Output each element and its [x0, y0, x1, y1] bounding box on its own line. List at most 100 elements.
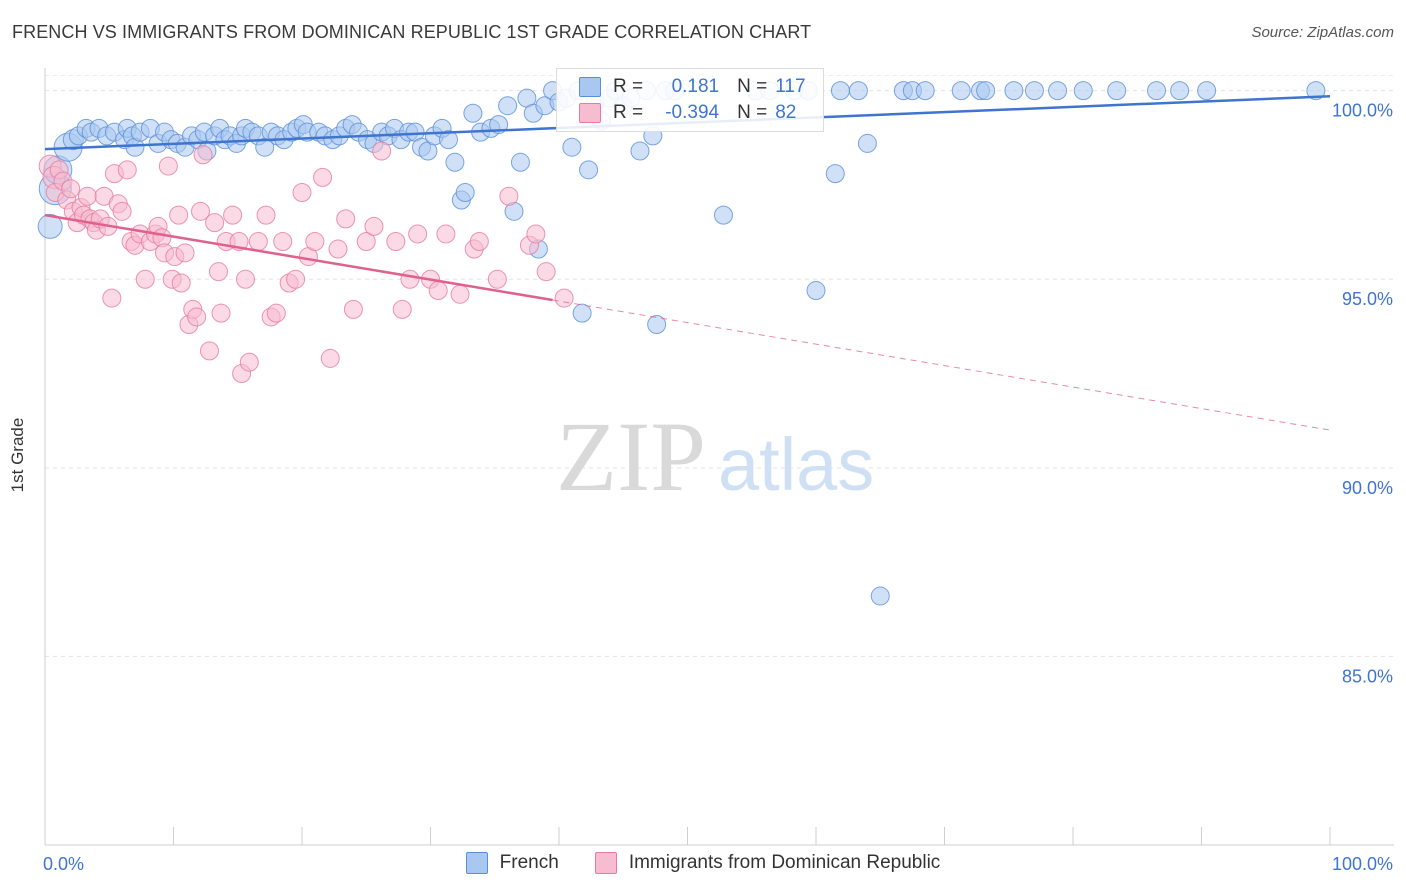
legend-swatch-french: [579, 77, 601, 97]
data-point: [235, 269, 255, 289]
data-point: [273, 232, 293, 252]
y-tick-label: 100.0%: [1332, 101, 1393, 121]
data-point: [190, 201, 210, 221]
data-point: [951, 81, 971, 101]
data-point: [364, 216, 384, 236]
correlation-legend: R = 0.181 N = 117 R = -0.394 N = 82: [556, 68, 824, 132]
data-point: [336, 209, 356, 229]
series-label-dominican: Immigrants from Dominican Republic: [628, 852, 941, 873]
series-legend-french[interactable]: French: [465, 852, 559, 874]
legend-n-value: 82: [775, 102, 797, 123]
data-point: [436, 224, 456, 244]
data-point: [408, 224, 428, 244]
data-point: [211, 303, 231, 323]
data-point: [438, 130, 458, 150]
data-point: [1306, 81, 1326, 101]
watermark-atlas: atlas: [718, 423, 874, 506]
data-point: [1147, 81, 1167, 101]
data-points: [37, 81, 1326, 606]
watermark-zip: ZIP: [556, 401, 706, 512]
data-point: [305, 232, 325, 252]
data-point: [562, 137, 582, 157]
legend-swatch-dominican: [579, 103, 601, 123]
data-point: [37, 213, 63, 239]
data-point: [630, 141, 650, 161]
watermark: ZIP atlas: [556, 401, 874, 512]
data-point: [536, 262, 556, 282]
data-point: [102, 288, 122, 308]
data-point: [320, 348, 340, 368]
data-point: [463, 103, 483, 123]
legend-r-label: R =: [613, 76, 644, 97]
data-point: [1107, 81, 1127, 101]
data-point: [135, 269, 155, 289]
data-point: [499, 186, 519, 206]
data-point: [266, 303, 286, 323]
series-dominican: [38, 141, 574, 384]
data-point: [572, 303, 592, 323]
data-point: [205, 213, 225, 233]
trend-line-dominican: [44, 213, 553, 302]
data-point: [976, 81, 996, 101]
data-point: [510, 152, 530, 172]
data-point: [117, 160, 137, 180]
data-point: [392, 299, 412, 319]
data-point: [223, 205, 243, 225]
data-point: [175, 243, 195, 263]
data-point: [61, 179, 81, 199]
data-point: [806, 281, 826, 301]
data-point: [386, 232, 406, 252]
series-label-french: French: [499, 852, 559, 873]
series-swatch-dominican: [594, 852, 617, 874]
series-legend: French Immigrants from Dominican Republi…: [0, 852, 1406, 874]
data-point: [256, 205, 276, 225]
data-point: [187, 307, 207, 327]
series-legend-dominican[interactable]: Immigrants from Dominican Republic: [594, 852, 941, 874]
data-point: [848, 81, 868, 101]
data-point: [1004, 81, 1024, 101]
data-point: [343, 299, 363, 319]
data-point: [428, 281, 448, 301]
x-tick-label: 0.0%: [43, 854, 84, 874]
data-point: [400, 269, 420, 289]
data-point: [450, 284, 470, 304]
y-tick-label: 95.0%: [1342, 289, 1393, 309]
data-point: [554, 288, 574, 308]
data-point: [1073, 81, 1093, 101]
data-point: [579, 160, 599, 180]
data-point: [169, 205, 189, 225]
data-point: [1024, 81, 1044, 101]
tick-labels: 100.0% 95.0% 90.0% 85.0% 0.0% 100.0%: [43, 101, 1393, 874]
legend-n-label: N =: [737, 76, 768, 97]
data-point: [372, 141, 392, 161]
data-point: [1048, 81, 1068, 101]
legend-n-value: 117: [775, 76, 806, 97]
data-point: [328, 239, 348, 259]
chart-title: FRENCH VS IMMIGRANTS FROM DOMINICAN REPU…: [12, 22, 812, 42]
data-point: [356, 232, 376, 252]
data-point: [158, 156, 178, 176]
data-point: [239, 352, 259, 372]
data-point: [713, 205, 733, 225]
y-tick-label: 90.0%: [1342, 478, 1393, 498]
legend-row-french: R = 0.181 N = 117: [579, 76, 806, 98]
data-point: [171, 273, 191, 293]
y-tick-label: 85.0%: [1342, 666, 1393, 686]
data-point: [830, 81, 850, 101]
data-point: [498, 96, 518, 116]
data-point: [1170, 81, 1190, 101]
data-point: [825, 164, 845, 184]
legend-n-label: N =: [737, 102, 768, 123]
data-point: [870, 586, 890, 606]
legend-row-dominican: R = -0.394 N = 82: [579, 102, 796, 124]
data-point: [445, 152, 465, 172]
data-point: [857, 133, 877, 153]
series-french: [37, 81, 1326, 606]
data-point: [915, 81, 935, 101]
data-point: [77, 186, 97, 206]
data-point: [193, 145, 213, 165]
data-point: [292, 182, 312, 202]
legend-r-label: R =: [613, 102, 644, 123]
data-point: [487, 269, 507, 289]
